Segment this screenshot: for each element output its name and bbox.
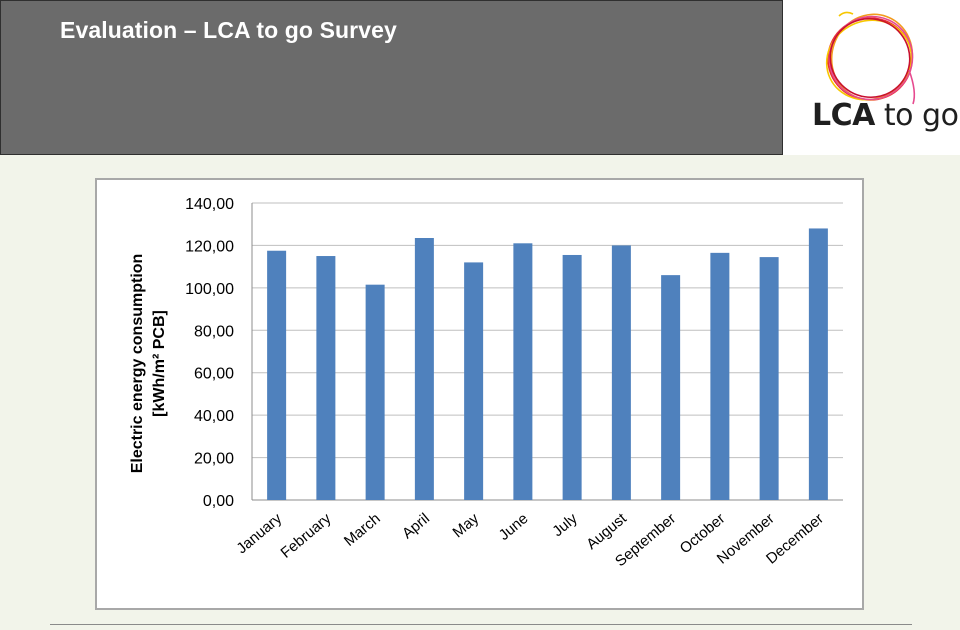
bar [365,284,385,500]
x-tick-label: June [496,510,532,544]
x-tick-label: March [341,510,384,550]
logo-ring-tail [908,69,916,105]
x-tick-label: February [278,510,335,562]
bar [513,243,533,501]
bar [316,256,336,500]
logo-rings-icon [825,11,916,105]
y-tick-label: 0,00 [203,493,234,510]
y-tick-label: 40,00 [194,408,234,425]
slide-title: Evaluation – LCA to go Survey [60,17,397,43]
bar [759,257,779,500]
x-tick-label: July [549,510,581,540]
y-tick-label: 60,00 [194,366,234,383]
bar [267,250,287,500]
y-axis-title: Electric energy consumption [kWh/m² PCB] [129,254,168,474]
bar [464,262,484,500]
bar [562,254,582,500]
footer-divider [50,624,912,625]
bar [661,275,681,500]
x-tick-label: May [450,510,483,542]
y-axis-title-line1: Electric energy consumption [129,254,146,474]
chart-frame: 0,00 20,00 40,00 60,00 80,00 100,00 120,00 140,… [95,178,864,610]
logo-ring-tail [838,11,854,17]
bar-chart: 0,00 20,00 40,00 60,00 80,00 100,00 120,00 140,… [129,196,843,570]
y-tick-label: 140,00 [185,196,234,213]
y-tick-label: 120,00 [185,238,234,255]
header-band: Evaluation – LCA to go Survey [0,0,783,155]
logo-text-bold: LCA [812,98,875,133]
x-tick-label: April [399,510,433,542]
logo-text: LCA to go [812,98,959,133]
bar [611,245,631,500]
y-tick-label: 100,00 [185,281,234,298]
logo-ring [829,17,911,99]
bar [710,252,730,500]
bar [414,238,434,500]
bar [808,228,828,500]
logo-text-light: to go [874,98,959,133]
y-axis-title-line2: [kWh/m² PCB] [151,310,168,417]
y-tick-label: 20,00 [194,451,234,468]
logo [783,0,960,155]
y-tick-label: 80,00 [194,323,234,340]
